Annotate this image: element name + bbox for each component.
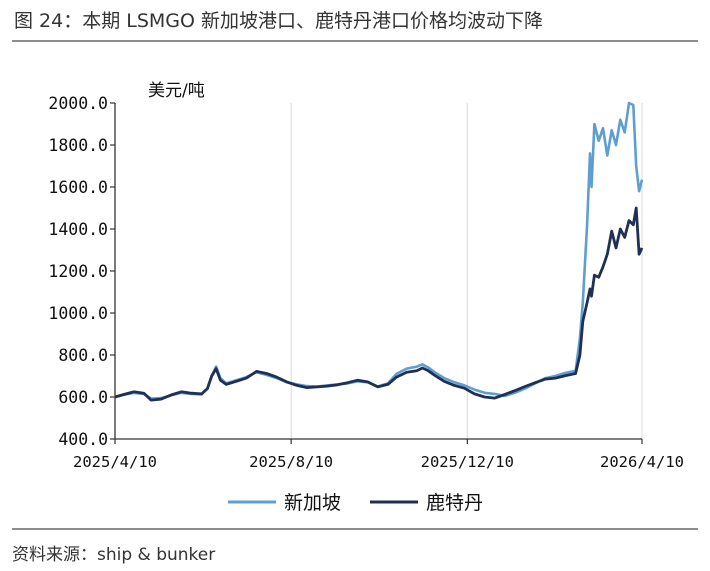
legend-label-rotterdam: 鹿特丹: [426, 492, 483, 514]
y-tick-label-0: 2000.0: [48, 94, 108, 113]
y-tick-label-3: 1400.0: [48, 220, 108, 239]
y-tick-label-2: 1600.0: [48, 178, 108, 197]
y-tick-label-7: 600.0: [58, 388, 108, 407]
top-rule: [12, 40, 698, 42]
rotterdam-series-line: [114, 206, 644, 402]
source-note: 资料来源：ship & bunker: [12, 545, 216, 565]
y-axis-unit-label: 美元/吨: [148, 81, 205, 101]
y-tick-label-1: 1800.0: [48, 136, 108, 155]
y-tick-label-4: 1200.0: [48, 262, 108, 281]
bottom-rule: [12, 528, 698, 530]
y-tick-label-8: 400.0: [58, 430, 108, 449]
figure-title: 图 24：本期 LSMGO 新加坡港口、鹿特丹港口价格均波动下降: [14, 10, 544, 32]
legend: 新加坡 鹿特丹: [228, 492, 483, 514]
x-tick-label-2: 2025/12/10: [421, 453, 514, 471]
x-tick-label-3: 2026/4/10: [600, 453, 684, 471]
series-lines: [114, 101, 644, 402]
singapore-series-line: [114, 101, 644, 400]
line-chart: 2000.0 1800.0 1600.0 1400.0 1200.0 1000.0 800.…: [48, 81, 684, 514]
x-tick-label-1: 2025/8/10: [249, 453, 333, 471]
y-tick-label-6: 800.0: [58, 346, 108, 365]
axes: [114, 103, 642, 440]
x-axis-ticks: 2025/4/10 2025/8/10 2025/12/10 2026/4/10: [73, 439, 684, 471]
y-tick-label-5: 1000.0: [48, 304, 108, 323]
legend-label-singapore: 新加坡: [284, 492, 341, 514]
x-tick-label-0: 2025/4/10: [73, 453, 157, 471]
y-axis-ticks: 2000.0 1800.0 1600.0 1400.0 1200.0 1000.0 800.…: [48, 94, 115, 449]
